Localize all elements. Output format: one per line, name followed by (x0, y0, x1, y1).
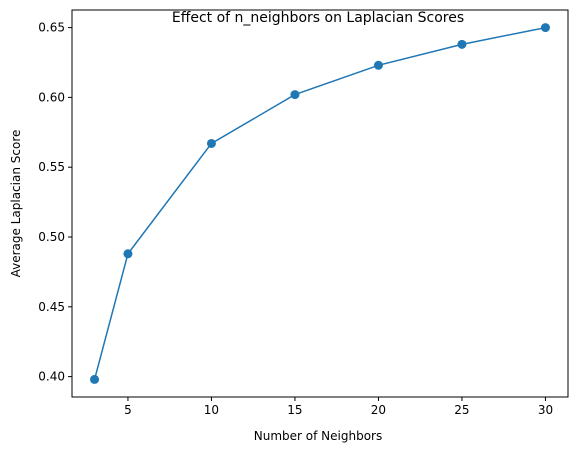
y-tick-label: 0.45 (38, 300, 65, 314)
data-point-marker (540, 23, 550, 33)
x-tick-label: 30 (538, 403, 553, 417)
y-axis-ticks: 0.40 0.45 0.50 0.55 0.60 0.65 (38, 21, 72, 384)
x-axis-ticks: 5 10 15 20 25 30 (124, 397, 553, 417)
data-point-marker (123, 249, 133, 259)
series-line (93, 26, 546, 380)
y-tick-label: 0.50 (38, 230, 65, 244)
y-axis-label: Average Laplacian Score (9, 130, 23, 278)
data-point-marker (373, 60, 383, 70)
x-axis-label: Number of Neighbors (254, 429, 382, 443)
y-tick-label: 0.60 (38, 90, 65, 104)
series-layer (90, 23, 550, 384)
data-point-marker (206, 138, 216, 148)
chart-title: Effect of n_neighbors on Laplacian Score… (172, 10, 464, 26)
x-tick-label: 25 (454, 403, 469, 417)
x-tick-label: 20 (371, 403, 386, 417)
x-tick-label: 10 (204, 403, 219, 417)
x-tick-label: 15 (287, 403, 302, 417)
plot-area-frame (71, 9, 569, 398)
y-tick-label: 0.55 (38, 160, 65, 174)
x-tick-label: 5 (124, 403, 132, 417)
data-point-marker (290, 90, 300, 100)
data-point-marker (457, 39, 467, 49)
y-tick-label: 0.65 (38, 21, 65, 35)
y-tick-label: 0.40 (38, 370, 65, 384)
data-point-marker (90, 374, 100, 384)
